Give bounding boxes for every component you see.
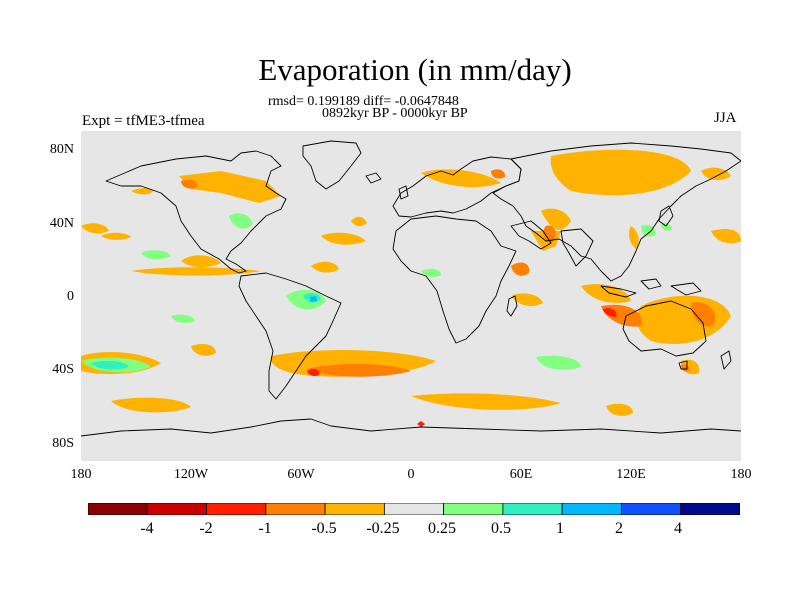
- colorbar-label-7: 0.5: [491, 520, 511, 537]
- colorbar: [88, 503, 740, 515]
- colorbar-box-9: [561, 503, 622, 515]
- lon-label-60e: 60E: [509, 467, 533, 482]
- anomaly-strong-red-regions: [307, 308, 617, 427]
- colorbar-box-4: [265, 503, 326, 515]
- colorbar-box-6: [383, 503, 445, 515]
- colorbar-box-7: [443, 503, 504, 515]
- plot-title: Evaporation (in mm/day): [258, 52, 572, 87]
- period-subtitle: 0892kyr BP - 0000kyr BP: [322, 106, 468, 121]
- coastlines: [81, 140, 741, 437]
- colorbar-label-8: 1: [556, 520, 564, 537]
- lon-label-180w: 180: [70, 467, 92, 482]
- lat-label-80s: 80S: [52, 436, 74, 451]
- colorbar-label-9: 2: [615, 520, 623, 537]
- colorbar-box-3: [206, 503, 267, 515]
- colorbar-label-3: -1: [258, 520, 272, 537]
- colorbar-box-11: [680, 503, 740, 515]
- colorbar-label-10: 4: [674, 520, 682, 537]
- colorbar-box-1: [88, 503, 148, 515]
- lon-label-120w: 120W: [173, 467, 209, 482]
- colorbar-label-1: -4: [140, 520, 154, 537]
- lat-label-0: 0: [67, 289, 74, 304]
- lat-label-40s: 40S: [52, 362, 74, 377]
- lat-label-40n: 40N: [49, 216, 74, 231]
- colorbar-label-2: -2: [199, 520, 213, 537]
- season-label: JJA: [714, 110, 737, 126]
- colorbar-box-5: [324, 503, 385, 515]
- colorbar-box-8: [502, 503, 563, 515]
- lon-label-0: 0: [407, 467, 415, 482]
- lon-label-60w: 60W: [287, 467, 315, 482]
- colorbar-box-2: [146, 503, 207, 515]
- evaporation-map: [81, 131, 741, 461]
- lon-label-180e: 180: [730, 467, 752, 482]
- lat-label-80n: 80N: [49, 142, 74, 157]
- colorbar-label-5: -0.25: [366, 520, 400, 537]
- colorbar-label-4: -0.5: [311, 520, 337, 537]
- anomaly-blue-regions: [310, 296, 317, 302]
- experiment-label: Expt = tfME3-tfmea: [82, 113, 205, 129]
- colorbar-box-10: [621, 503, 682, 515]
- stats-subtitle: rmsd= 0.199189 diff= -0.0647848: [268, 94, 459, 109]
- colorbar-label-6: 0.25: [428, 520, 456, 537]
- lon-label-120e: 120E: [616, 467, 646, 482]
